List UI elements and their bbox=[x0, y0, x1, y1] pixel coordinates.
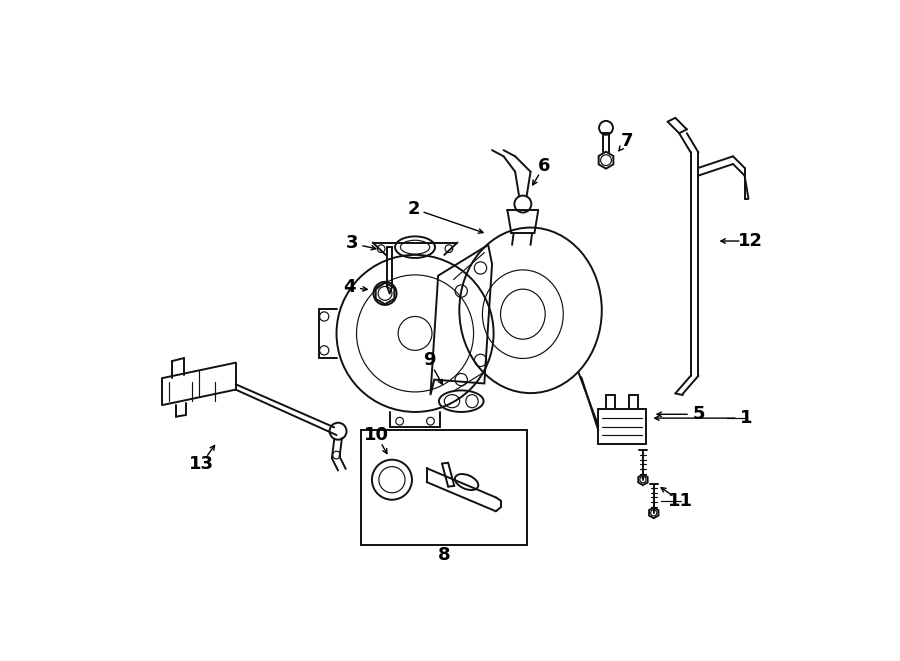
Text: 3: 3 bbox=[346, 235, 358, 253]
Text: 8: 8 bbox=[438, 546, 451, 564]
Text: 5: 5 bbox=[692, 405, 705, 423]
Text: 6: 6 bbox=[538, 157, 551, 175]
Text: 12: 12 bbox=[737, 232, 762, 250]
Text: 13: 13 bbox=[188, 455, 213, 473]
Text: 7: 7 bbox=[621, 132, 633, 150]
Bar bbox=[361, 430, 526, 545]
Text: 10: 10 bbox=[364, 426, 389, 444]
Text: 11: 11 bbox=[668, 492, 693, 510]
Text: 9: 9 bbox=[423, 352, 436, 369]
Text: 2: 2 bbox=[408, 200, 419, 217]
Text: 4: 4 bbox=[344, 278, 356, 296]
Text: 1: 1 bbox=[740, 409, 752, 427]
